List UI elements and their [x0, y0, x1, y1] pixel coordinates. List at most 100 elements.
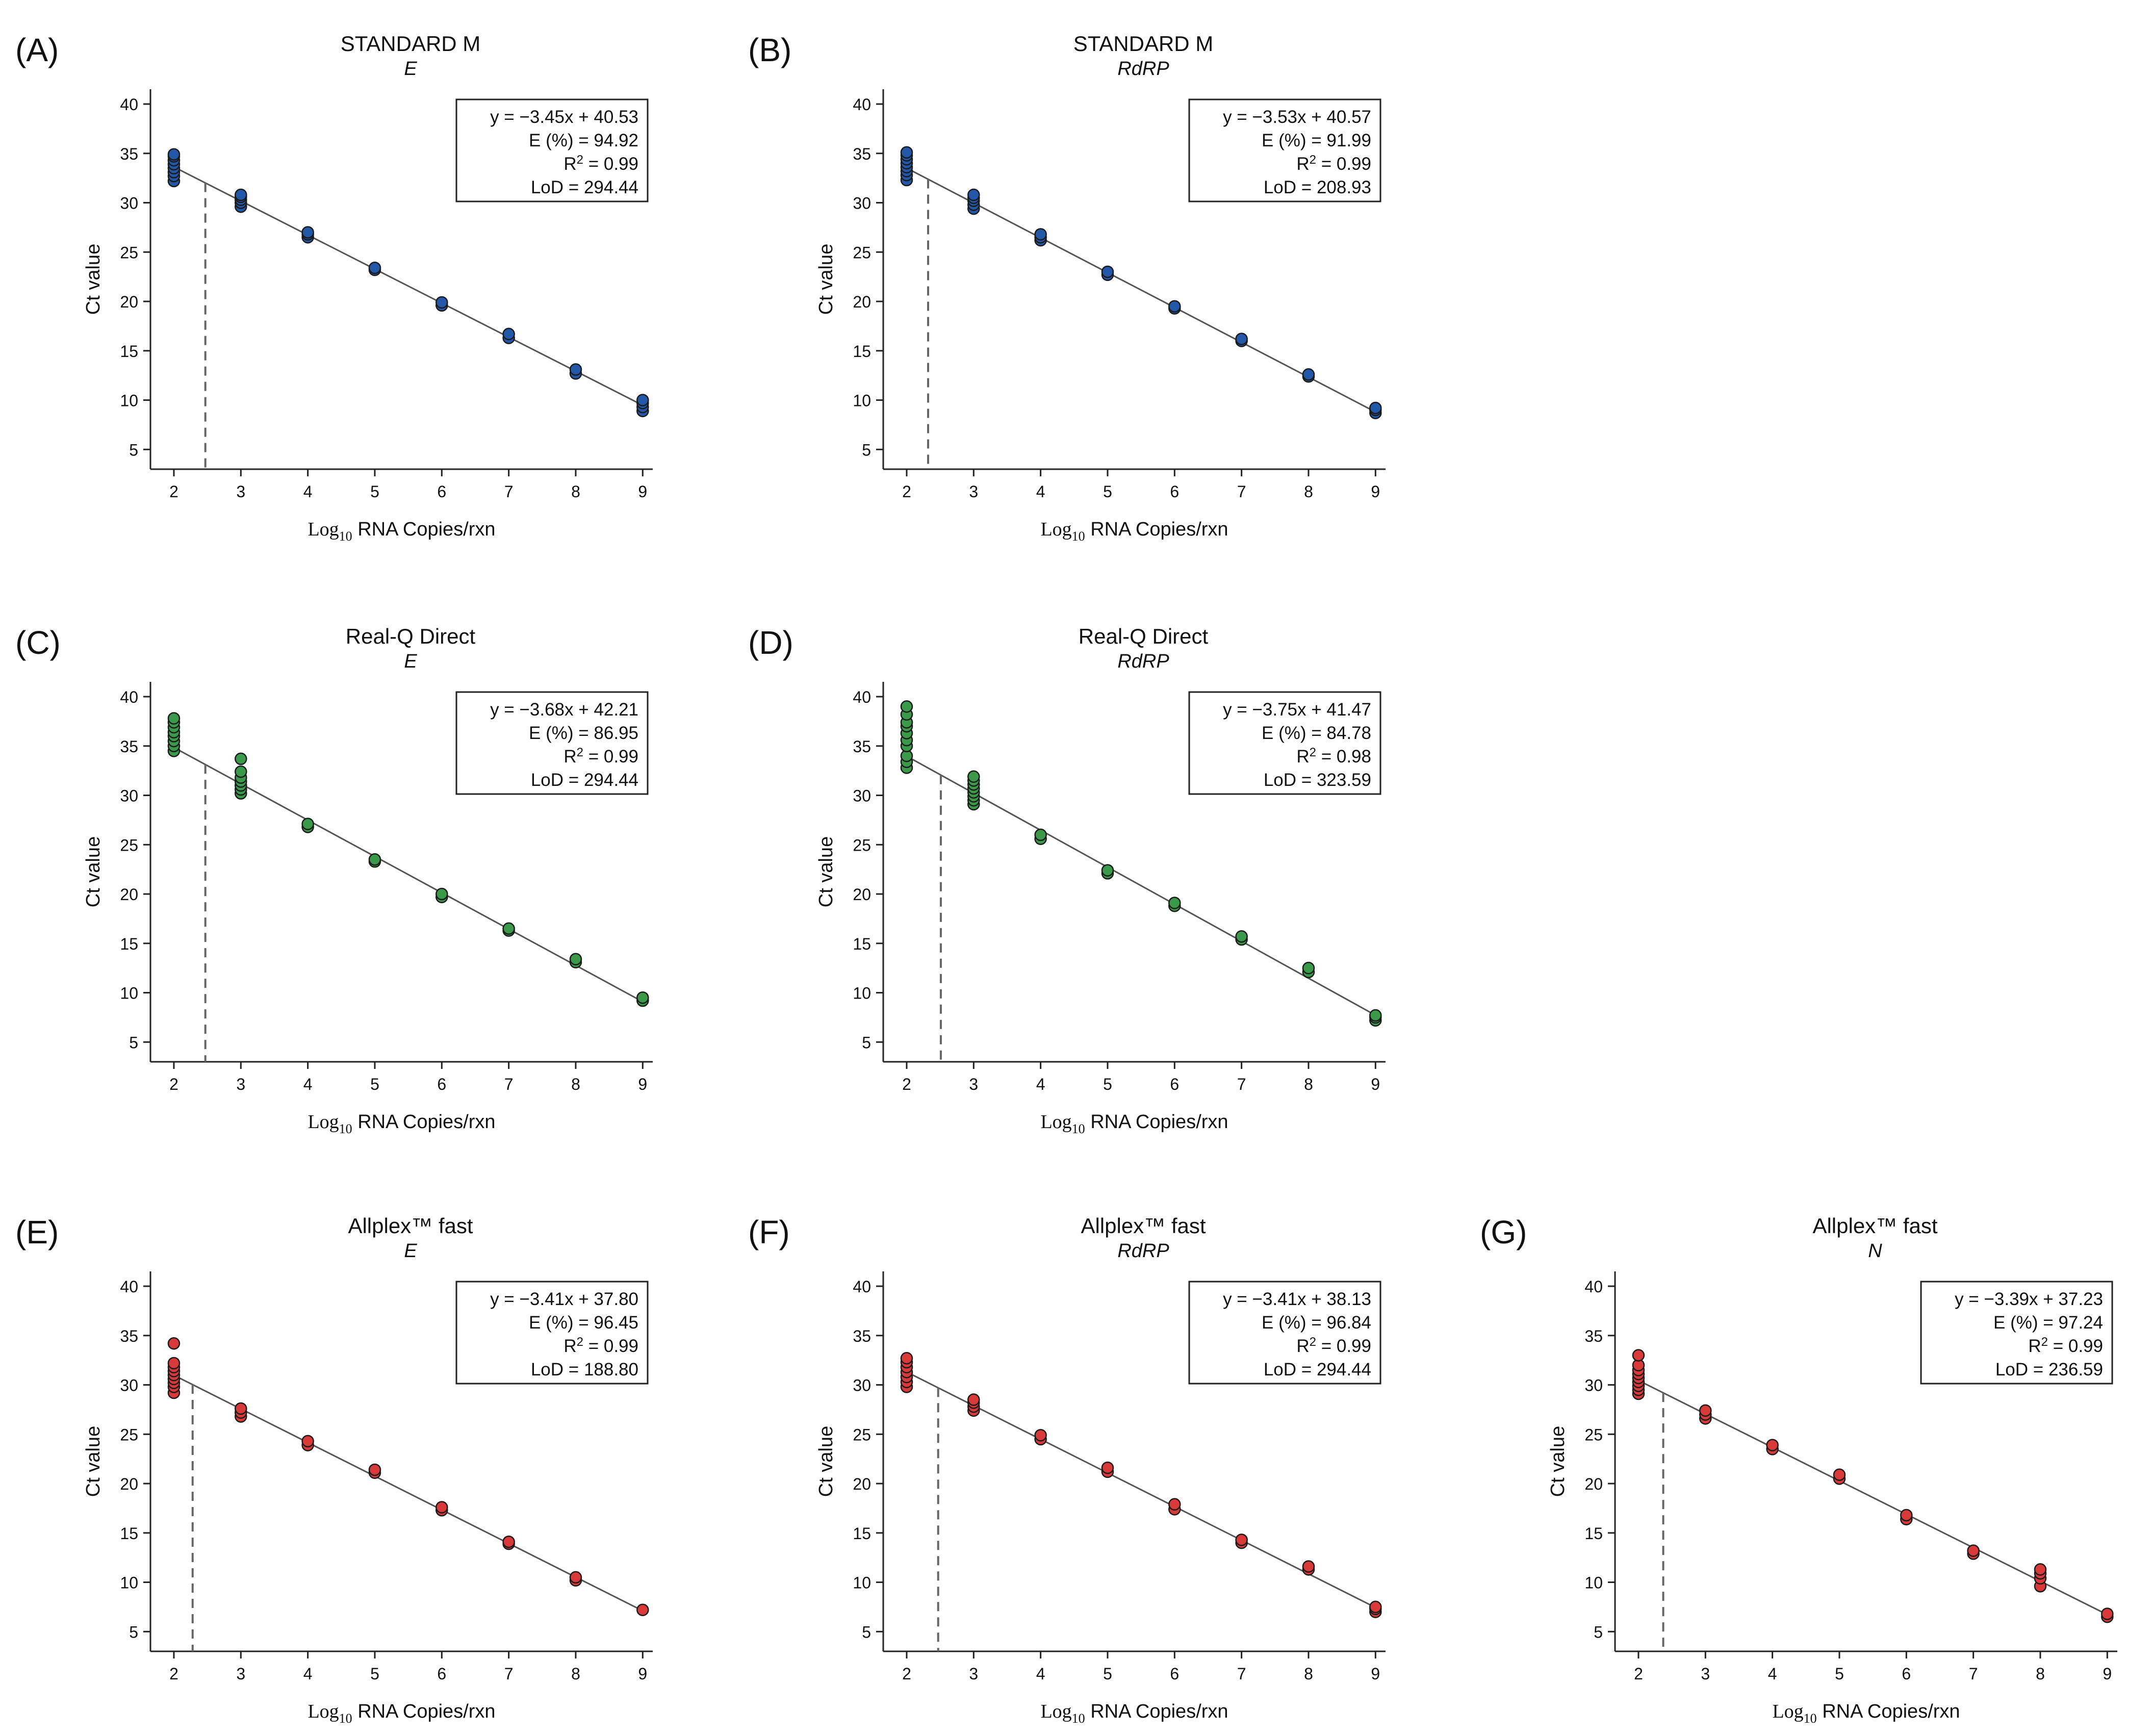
y-tick-label: 15: [853, 1524, 871, 1543]
chart-subtitle: N: [1868, 1240, 1882, 1262]
chart-title: STANDARD M: [1073, 32, 1214, 56]
panel-letter: (E): [15, 1214, 59, 1250]
data-point: [502, 327, 515, 341]
legend-r-squared: R2 = 0.99: [1296, 1335, 1371, 1356]
legend-box: [1188, 98, 1381, 202]
data-point: [435, 296, 448, 309]
y-tick-label: 30: [853, 194, 871, 213]
y-tick-label: 40: [120, 95, 138, 114]
data-point: [1101, 864, 1114, 877]
x-tick-label: 5: [1103, 1075, 1112, 1093]
x-tick-label: 5: [1103, 482, 1112, 501]
x-label-subscript: 10: [1072, 1121, 1085, 1136]
y-tick-label: 35: [120, 1327, 138, 1345]
legend-equation: y = −3.53x + 40.57: [1223, 107, 1371, 127]
data-point: [167, 712, 181, 725]
y-axis-label: Ct value: [815, 836, 837, 907]
x-tick-label: 3: [969, 1075, 978, 1093]
regression-line: [906, 1371, 1376, 1609]
y-tick-label: 30: [1584, 1376, 1603, 1395]
legend-equation: y = −3.41x + 37.80: [490, 1289, 638, 1309]
r2-value: = 0.99: [2048, 1336, 2103, 1356]
data-point: [301, 226, 314, 239]
regression-line: [906, 755, 1376, 1016]
r2-value: = 0.99: [583, 1336, 638, 1356]
x-tick-label: 8: [571, 1665, 580, 1683]
data-point: [435, 1501, 448, 1514]
r2-value: = 0.99: [1316, 154, 1371, 174]
panel-letter: (B): [748, 32, 791, 68]
data-point: [1369, 1009, 1382, 1022]
panel-a: (A) STANDARD ME 5 10 15 20 25 30 35 40 2 3 4 5 6 7 8 9 Ct …: [15, 32, 653, 544]
x-tick-label: 4: [1036, 1665, 1045, 1683]
legend-r-squared: R2 = 0.98: [1296, 746, 1371, 767]
y-tick-label: 5: [862, 1033, 871, 1052]
regression-line: [1638, 1380, 2108, 1616]
y-tick-label: 30: [120, 194, 138, 213]
x-tick-label: 8: [571, 482, 580, 501]
r2-value: = 0.99: [1316, 1336, 1371, 1356]
x-tick-label: 9: [1371, 1665, 1380, 1683]
x-label-rest: RNA Copies/rxn: [352, 519, 496, 540]
data-point: [1235, 1534, 1248, 1546]
chart-title: Allplex™ fast: [1812, 1214, 1937, 1238]
x-axis-label: Log10 RNA Copies/rxn: [1040, 1701, 1228, 1726]
chart-subtitle: RdRP: [1117, 651, 1169, 672]
x-tick-label: 2: [902, 482, 911, 501]
r2-prefix: R: [2028, 1336, 2041, 1356]
data-point: [1034, 228, 1047, 241]
r2-superscript: 2: [1310, 153, 1316, 167]
x-label-log: Log: [1040, 1701, 1071, 1722]
data-point: [967, 770, 980, 783]
r2-superscript: 2: [577, 153, 583, 167]
x-tick-label: 3: [1701, 1665, 1710, 1683]
r2-superscript: 2: [1310, 1335, 1316, 1349]
y-axis-label: Ct value: [83, 836, 104, 907]
x-tick-label: 4: [1036, 1075, 1045, 1093]
chart-title: Real-Q Direct: [346, 624, 476, 648]
x-axis-label: Log10 RNA Copies/rxn: [1040, 1111, 1228, 1136]
x-tick-label: 2: [169, 1075, 178, 1093]
legend-box: [1188, 1281, 1381, 1385]
chart-subtitle: E: [404, 651, 417, 672]
data-point: [1101, 265, 1114, 278]
data-point: [900, 146, 913, 159]
legend-efficiency: E (%) = 84.78: [1262, 723, 1371, 743]
legend-r-squared: R2 = 0.99: [1296, 153, 1371, 174]
legend-lod: LoD = 188.80: [531, 1360, 638, 1380]
data-point: [301, 1435, 314, 1448]
y-tick-label: 40: [120, 1278, 138, 1296]
x-tick-label: 4: [1036, 482, 1045, 501]
r2-prefix: R: [563, 747, 576, 767]
legend-box: [1920, 1281, 2113, 1385]
y-tick-label: 40: [120, 688, 138, 706]
chart-title: STANDARD M: [341, 32, 481, 56]
data-point: [569, 363, 582, 376]
x-tick-label: 6: [1170, 482, 1179, 501]
y-tick-label: 10: [120, 984, 138, 1003]
x-tick-label: 2: [1634, 1665, 1643, 1683]
y-axis-label: Ct value: [815, 1426, 837, 1497]
panel-letter: (A): [15, 32, 59, 68]
r2-superscript: 2: [1310, 746, 1316, 759]
data-point: [1168, 1498, 1181, 1511]
data-point: [502, 922, 515, 935]
data-point: [1302, 1560, 1315, 1573]
x-tick-label: 4: [303, 1665, 313, 1683]
x-tick-label: 9: [638, 1665, 647, 1683]
data-point: [435, 887, 448, 901]
legend-efficiency: E (%) = 96.45: [529, 1313, 638, 1333]
legend-r-squared: R2 = 0.99: [563, 1335, 638, 1356]
x-tick-label: 6: [437, 1665, 446, 1683]
x-tick-label: 7: [1237, 482, 1246, 501]
legend-efficiency: E (%) = 86.95: [529, 723, 638, 743]
data-point: [2034, 1563, 2047, 1576]
x-label-subscript: 10: [1072, 529, 1085, 544]
data-point: [2101, 1607, 2114, 1620]
y-tick-label: 5: [129, 441, 138, 459]
y-tick-label: 10: [853, 1574, 871, 1592]
r2-superscript: 2: [577, 1335, 583, 1349]
x-tick-label: 5: [1835, 1665, 1844, 1683]
legend-efficiency: E (%) = 91.99: [1262, 131, 1371, 150]
